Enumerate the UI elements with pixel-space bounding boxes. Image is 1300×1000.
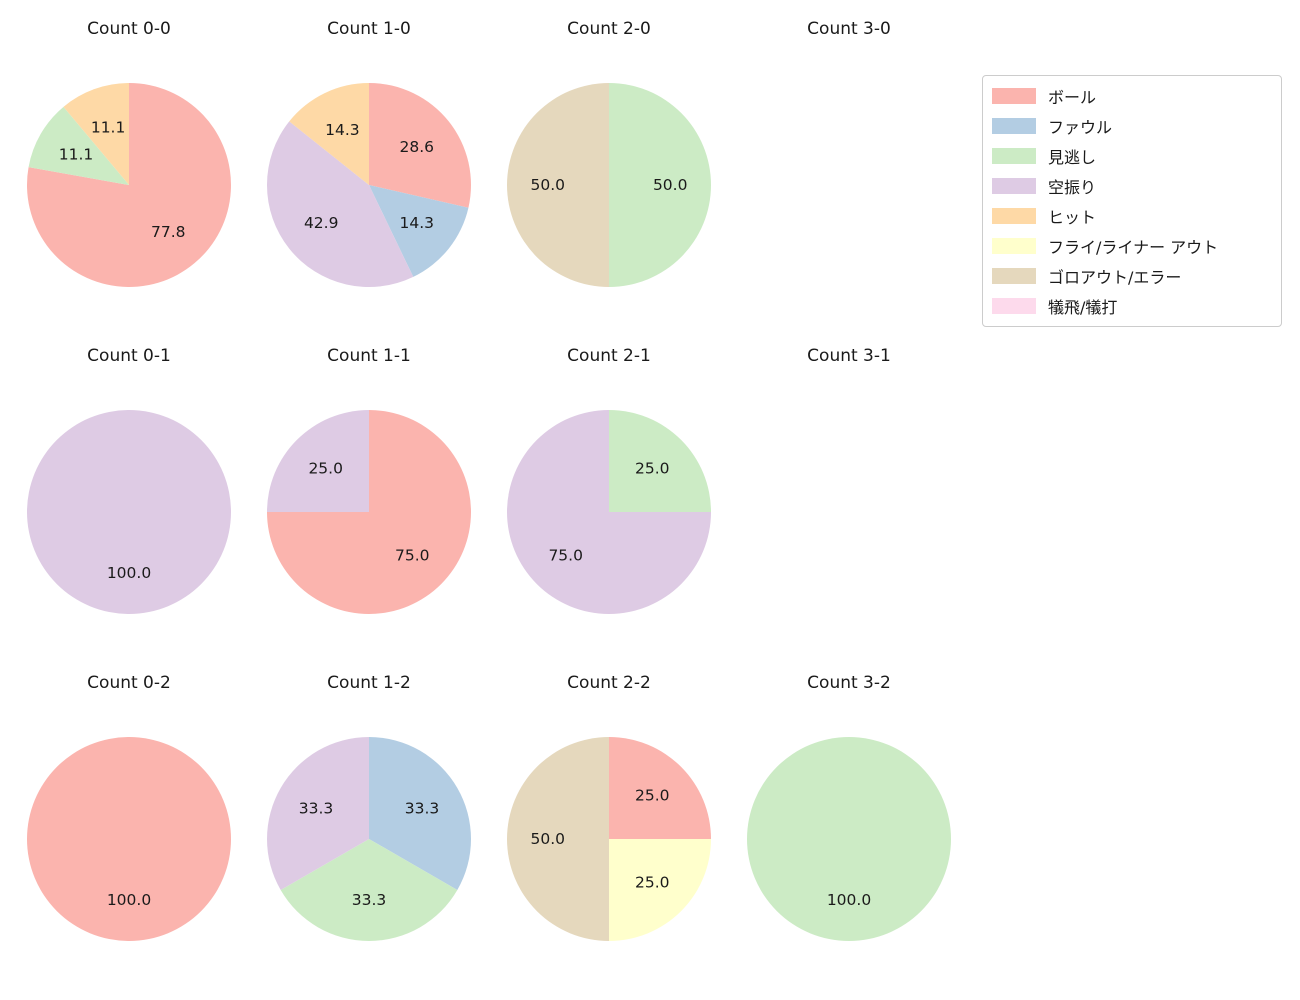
pie-count-1-2: 33.3 33.3 33.3	[267, 737, 471, 941]
pie-slice-label: 11.1	[91, 119, 126, 137]
pie-slice-label: 25.0	[635, 787, 670, 805]
pie-slice-label: 75.0	[548, 546, 583, 564]
legend-item: ボール	[992, 81, 1272, 111]
pie-slice	[280, 839, 458, 941]
legend-swatch	[992, 298, 1036, 314]
chart-title-count-3-0: Count 3-0	[807, 19, 891, 39]
chart-title-count-0-0: Count 0-0	[87, 19, 171, 39]
pie-slice-label: 14.3	[400, 214, 435, 232]
pie-slice-label: 50.0	[531, 176, 566, 194]
chart-title-count-3-1: Count 3-1	[807, 346, 891, 366]
pie-slice-label: 50.0	[653, 176, 688, 194]
pie-slice	[507, 83, 609, 287]
pie-count-0-0: 77.8 11.1 11.1	[26, 83, 231, 287]
pie-slice-label: 33.3	[299, 799, 334, 817]
pie-slice-label: 11.1	[59, 145, 94, 163]
legend-swatch	[992, 148, 1036, 164]
pie-slice	[369, 83, 471, 208]
pie-slice-label: 28.6	[400, 138, 435, 156]
pie-slice	[266, 121, 414, 288]
chart-title-count-3-2: Count 3-2	[807, 673, 891, 693]
pie-slice	[26, 83, 231, 287]
pie-slice	[28, 106, 129, 185]
pie-slice	[507, 410, 711, 614]
pie-slice-label: 25.0	[308, 460, 343, 478]
legend-label: フライ/ライナー アウト	[1048, 238, 1219, 257]
legend-item: 犠飛/犠打	[992, 291, 1272, 321]
legend-label: 見逃し	[1048, 148, 1097, 167]
chart-title-count-0-2: Count 0-2	[87, 673, 171, 693]
pie-slice-label: 77.8	[151, 223, 186, 241]
pie-count-1-1: 75.0 25.0	[267, 410, 471, 614]
pie-count-0-1: 100.0	[27, 410, 231, 614]
pie-slice-label: 50.0	[531, 830, 566, 848]
pie-slice	[609, 410, 711, 512]
pie-slice	[609, 83, 711, 287]
pie-slice-label: 33.3	[405, 799, 440, 817]
pie-slice	[267, 410, 369, 512]
legend-swatch	[992, 88, 1036, 104]
pie-slice	[27, 410, 231, 614]
chart-title-count-2-0: Count 2-0	[567, 19, 651, 39]
pie-count-0-2: 100.0	[27, 737, 231, 941]
chart-title-count-1-0: Count 1-0	[327, 19, 411, 39]
pie-slice-label: 33.3	[352, 891, 387, 909]
pie-slice-label: 75.0	[395, 546, 430, 564]
pie-slice	[609, 737, 711, 839]
pie-count-1-0: 28.6 14.3 42.9 14.3	[266, 83, 471, 288]
legend-swatch	[992, 118, 1036, 134]
pie-slice-label: 100.0	[107, 891, 151, 909]
pie-slice	[369, 737, 471, 890]
chart-title-count-2-1: Count 2-1	[567, 346, 651, 366]
pie-count-2-0: 50.0 50.0	[507, 83, 711, 287]
legend-label: ヒット	[1048, 208, 1097, 227]
pie-count-2-1: 25.0 75.0	[507, 410, 711, 614]
legend: ボールファウル見逃し空振りヒットフライ/ライナー アウト ゴロアウト/エラー 犠飛/…	[982, 75, 1282, 327]
pie-slice-label: 14.3	[325, 121, 360, 139]
pie-slice	[507, 737, 609, 941]
pie-slice	[369, 185, 469, 277]
pie-count-3-2: 100.0	[747, 737, 951, 941]
pie-slice-label: 25.0	[635, 873, 670, 891]
legend-item: ゴロアウト/エラー	[992, 261, 1272, 291]
legend-item: ヒット	[992, 201, 1272, 231]
legend-item: 見逃し	[992, 141, 1272, 171]
chart-title-count-2-2: Count 2-2	[567, 673, 651, 693]
chart-title-count-1-1: Count 1-1	[327, 346, 411, 366]
legend-label: ファウル	[1048, 118, 1113, 137]
pie-slice-label: 42.9	[304, 214, 339, 232]
pie-slice	[747, 737, 951, 941]
pie-slice	[267, 737, 369, 890]
pie-slice	[609, 839, 711, 941]
chart-title-count-1-2: Count 1-2	[327, 673, 411, 693]
pie-slice	[27, 737, 231, 941]
legend-swatch	[992, 268, 1036, 284]
pie-count-2-2: 25.0 25.0 50.0	[507, 737, 711, 941]
legend-item: ファウル	[992, 111, 1272, 141]
legend-label: ボール	[1048, 88, 1097, 107]
legend-item: 空振り	[992, 171, 1272, 201]
chart-title-count-0-1: Count 0-1	[87, 346, 171, 366]
legend-label: 犠飛/犠打	[1048, 298, 1118, 317]
pie-slice-label: 25.0	[635, 460, 670, 478]
legend-item: フライ/ライナー アウト	[992, 231, 1272, 261]
legend-swatch	[992, 238, 1036, 254]
pie-slice-label: 100.0	[827, 891, 871, 909]
pie-slice	[289, 83, 369, 185]
pie-slice-label: 100.0	[107, 564, 151, 582]
legend-label: 空振り	[1048, 178, 1097, 197]
legend-swatch	[992, 178, 1036, 194]
legend-label: ゴロアウト/エラー	[1048, 268, 1182, 287]
legend-swatch	[992, 208, 1036, 224]
pie-slice	[63, 83, 129, 185]
